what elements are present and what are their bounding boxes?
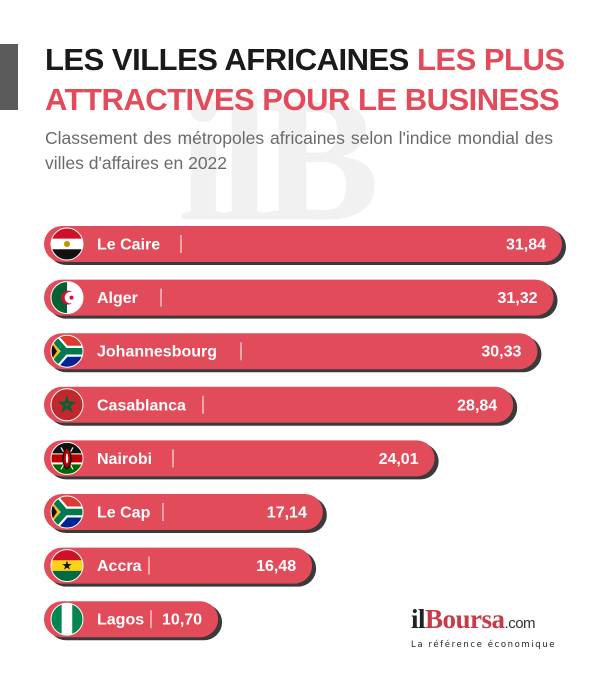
flag-ring bbox=[50, 281, 84, 315]
logo-tagline: La référence économique bbox=[411, 640, 557, 650]
flag-ring bbox=[50, 495, 84, 529]
bar-row: Le Cap 17,14 bbox=[44, 494, 327, 533]
bar bbox=[44, 333, 538, 370]
bar-label: Nairobi bbox=[97, 451, 152, 468]
logo-prefix: il bbox=[411, 604, 426, 634]
nigeria-flag-icon bbox=[51, 603, 83, 636]
ilboursa-logo: ilBoursa.com La référence économique bbox=[411, 605, 556, 650]
bar-value-label: 17,14 bbox=[267, 505, 307, 522]
bar-row: Lagos 10,70 bbox=[44, 601, 223, 641]
flag-ring bbox=[50, 334, 84, 368]
title-accent-bar bbox=[0, 44, 18, 110]
bar-row: Le Caire 31,84 bbox=[44, 226, 566, 265]
bar bbox=[44, 279, 554, 316]
bar-label: Accra bbox=[97, 558, 142, 575]
logo-suffix: .com bbox=[504, 615, 536, 632]
bar bbox=[44, 226, 562, 262]
bar-value-label: 31,32 bbox=[497, 290, 537, 307]
title-part-2: LES PLUS ATTRACTIVES POUR LE BUSINESS bbox=[45, 42, 565, 117]
bar-label: Casablanca bbox=[97, 397, 186, 414]
bar-label: Alger bbox=[97, 290, 138, 307]
bar bbox=[44, 494, 323, 530]
kenya-flag-icon bbox=[51, 442, 83, 475]
bar-row: Casablanca 28,84 bbox=[44, 386, 518, 426]
flag-ring bbox=[50, 602, 84, 636]
bar-value-label: 31,84 bbox=[506, 237, 546, 254]
bar-value-label: 10,70 bbox=[162, 612, 202, 629]
egypt-flag-icon bbox=[51, 228, 83, 260]
bar-label: Johannesbourg bbox=[97, 344, 217, 361]
bar-value-label: 30,33 bbox=[481, 344, 521, 361]
flag-ring bbox=[50, 441, 84, 475]
flag-ring bbox=[50, 549, 84, 583]
bar-value-label: 24,01 bbox=[379, 451, 419, 468]
bar-label: Le Caire bbox=[97, 237, 160, 254]
logo-brand: Boursa bbox=[425, 604, 505, 634]
flag-ring bbox=[50, 388, 84, 422]
bar bbox=[44, 440, 435, 477]
bar-label: Le Cap bbox=[97, 505, 151, 522]
bar bbox=[44, 386, 514, 423]
ghana-flag-icon bbox=[51, 549, 83, 582]
bar-row: Alger 31,32 bbox=[44, 279, 558, 319]
watermark: ilB bbox=[178, 60, 380, 258]
bar-row: Accra 16,48 bbox=[44, 547, 317, 587]
page-title: LES VILLES AFRICAINES LES PLUS ATTRACTIV… bbox=[45, 40, 585, 120]
morocco-flag-icon bbox=[51, 388, 83, 421]
bar-value-label: 28,84 bbox=[457, 397, 497, 414]
flag-ring bbox=[50, 227, 84, 261]
page-subtitle: Classement des métropoles africaines sel… bbox=[45, 128, 553, 173]
bar-value-label: 16,48 bbox=[256, 558, 296, 575]
algeria-flag-icon bbox=[51, 281, 83, 314]
bar bbox=[44, 601, 219, 638]
title-part-1: LES VILLES AFRICAINES bbox=[45, 42, 409, 77]
bar-label: Lagos bbox=[97, 612, 144, 629]
bar-row: Nairobi 24,01 bbox=[44, 440, 439, 480]
bar-row: Johannesbourg 30,33 bbox=[44, 333, 542, 373]
bar bbox=[44, 547, 313, 584]
